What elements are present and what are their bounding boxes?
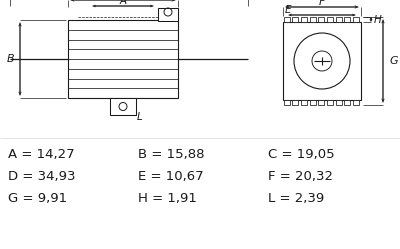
Bar bbox=[318, 17, 324, 22]
Bar bbox=[292, 100, 298, 105]
Bar bbox=[310, 17, 316, 22]
Bar bbox=[110, 98, 136, 115]
Text: F: F bbox=[319, 0, 325, 7]
Bar bbox=[318, 100, 324, 105]
Text: E = 10,67: E = 10,67 bbox=[138, 170, 204, 183]
Bar bbox=[353, 100, 359, 105]
Text: A = 14,27: A = 14,27 bbox=[8, 148, 75, 161]
Bar bbox=[310, 100, 316, 105]
Text: H: H bbox=[374, 14, 382, 24]
Text: A: A bbox=[120, 0, 126, 6]
Bar bbox=[336, 17, 342, 22]
Text: B = 15,88: B = 15,88 bbox=[138, 148, 204, 161]
Text: B: B bbox=[7, 54, 15, 64]
Bar bbox=[158, 8, 178, 21]
Text: L: L bbox=[137, 112, 143, 122]
Text: H = 1,91: H = 1,91 bbox=[138, 192, 197, 205]
Bar bbox=[283, 22, 361, 100]
Bar bbox=[327, 17, 333, 22]
Text: F = 20,32: F = 20,32 bbox=[268, 170, 333, 183]
Bar bbox=[336, 100, 342, 105]
Bar bbox=[284, 100, 290, 105]
Bar bbox=[344, 17, 350, 22]
Bar bbox=[68, 20, 178, 98]
Text: G: G bbox=[390, 56, 399, 66]
Bar bbox=[353, 17, 359, 22]
Text: E: E bbox=[285, 5, 292, 15]
Bar bbox=[344, 100, 350, 105]
Text: D = 34,93: D = 34,93 bbox=[8, 170, 76, 183]
Bar bbox=[284, 17, 290, 22]
Bar bbox=[301, 17, 307, 22]
Bar bbox=[301, 100, 307, 105]
Bar bbox=[327, 100, 333, 105]
Text: L = 2,39: L = 2,39 bbox=[268, 192, 324, 205]
Text: G = 9,91: G = 9,91 bbox=[8, 192, 67, 205]
Text: C = 19,05: C = 19,05 bbox=[268, 148, 335, 161]
Bar bbox=[292, 17, 298, 22]
